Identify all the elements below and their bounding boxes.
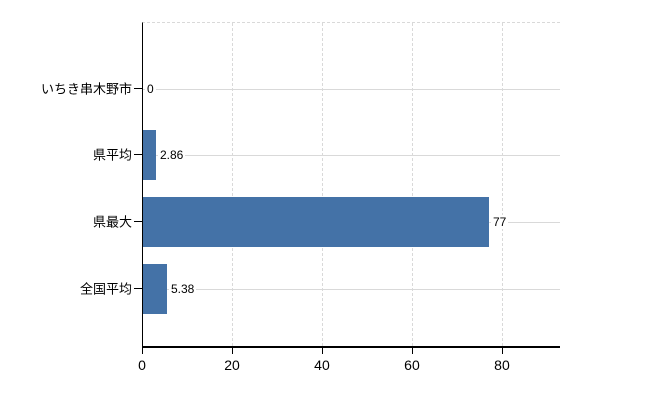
value-label: 2.86 [158, 148, 186, 162]
value-label: 5.38 [169, 282, 197, 296]
bar [143, 264, 167, 314]
x-axis-tick [411, 347, 413, 354]
x-axis-tick [231, 347, 233, 354]
x-axis-tick [321, 347, 323, 354]
x-tick-label: 60 [404, 357, 420, 373]
x-axis-tick [501, 347, 503, 354]
y-axis-tick [134, 88, 142, 89]
category-gridline [143, 155, 560, 156]
category-gridline [143, 89, 560, 90]
x-tick-label: 20 [224, 357, 240, 373]
x-tick-label: 40 [314, 357, 330, 373]
bar [143, 197, 489, 247]
x-axis-tick [142, 347, 143, 354]
x-tick-label: 80 [494, 357, 510, 373]
value-label: 0 [145, 82, 156, 96]
category-label: 全国平均 [79, 281, 132, 297]
category-label: 県平均 [92, 147, 132, 163]
bar [143, 130, 156, 180]
gridline-vertical [231, 23, 233, 346]
y-axis-tick [134, 221, 142, 222]
y-axis-tick [134, 154, 142, 155]
y-axis-tick [134, 288, 142, 289]
x-tick-label: 0 [138, 357, 146, 373]
category-label: いちき串木野市 [40, 81, 132, 97]
category-gridline [143, 289, 560, 290]
value-label: 77 [491, 215, 509, 229]
category-label: 県最大 [92, 214, 132, 230]
gridline-vertical [501, 23, 503, 346]
gridline-vertical [411, 23, 413, 346]
gridline-vertical [321, 23, 323, 346]
plot-area: 0 2.86 77 5.38 [142, 22, 560, 348]
